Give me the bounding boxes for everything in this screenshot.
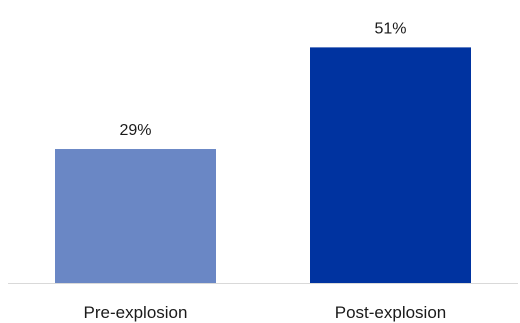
x-tick-label-pre-explosion: Pre-explosion — [84, 303, 188, 322]
x-tick-label-post-explosion: Post-explosion — [335, 303, 447, 322]
bar-pre-explosion — [55, 149, 216, 283]
data-labels-group: 29% 51% — [119, 20, 406, 139]
x-tick-labels-group: Pre-explosion Post-explosion — [84, 303, 447, 322]
data-label-post-explosion: 51% — [374, 20, 406, 37]
bar-post-explosion — [310, 47, 471, 283]
data-label-pre-explosion: 29% — [119, 122, 151, 139]
bars-group — [55, 47, 471, 283]
